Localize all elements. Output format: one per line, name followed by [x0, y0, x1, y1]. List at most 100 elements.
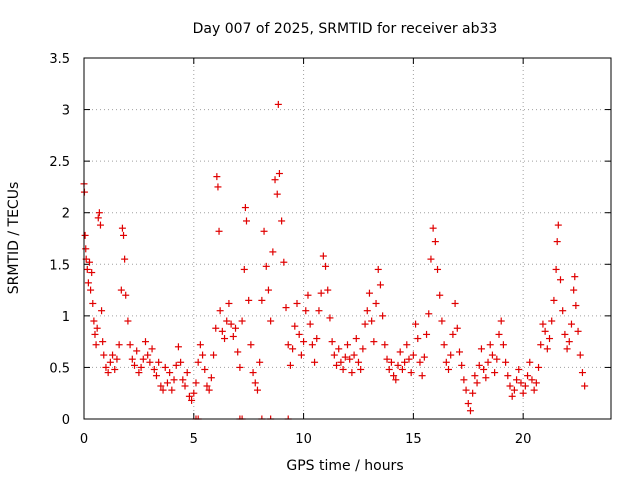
data-point	[571, 273, 579, 281]
data-point	[517, 379, 525, 387]
data-point	[420, 353, 428, 361]
data-point	[146, 358, 154, 366]
data-point	[92, 341, 100, 349]
data-point	[537, 341, 545, 349]
data-point	[565, 338, 573, 346]
data-point	[576, 351, 584, 359]
data-point	[440, 341, 448, 349]
data-point	[328, 338, 336, 346]
data-points	[80, 100, 589, 420]
data-point	[174, 343, 182, 351]
data-point	[210, 351, 218, 359]
data-point	[493, 355, 501, 363]
data-point	[346, 355, 354, 363]
data-point	[88, 269, 96, 277]
data-point	[423, 330, 431, 338]
data-point	[128, 355, 136, 363]
data-point	[148, 345, 156, 353]
data-point	[282, 304, 290, 312]
data-point	[324, 286, 332, 294]
data-point	[278, 217, 286, 225]
data-point	[207, 374, 215, 382]
data-point	[251, 379, 259, 387]
data-point	[315, 307, 323, 315]
data-point	[232, 324, 240, 332]
data-point	[556, 276, 564, 284]
data-point	[427, 255, 435, 263]
x-tick-label: 15	[405, 432, 422, 447]
data-point	[370, 338, 378, 346]
data-point	[578, 369, 586, 377]
data-point	[376, 281, 384, 289]
data-point	[258, 296, 266, 304]
data-point	[532, 379, 540, 387]
data-point	[311, 358, 319, 366]
data-point	[96, 221, 104, 229]
y-axis-label: SRMTID / TECUs	[6, 182, 22, 295]
data-point	[273, 190, 281, 198]
data-point	[401, 358, 409, 366]
x-tick-label: 20	[515, 432, 532, 447]
data-point	[482, 374, 490, 382]
data-point	[548, 317, 556, 325]
data-point	[409, 351, 417, 359]
data-point	[394, 361, 402, 369]
data-point	[337, 358, 345, 366]
x-tick-label: 5	[190, 432, 198, 447]
x-tick-label: 10	[295, 432, 312, 447]
y-tick-label: 0.5	[49, 361, 70, 376]
data-point	[122, 291, 130, 299]
data-point	[383, 355, 391, 363]
data-point	[159, 386, 167, 394]
data-point	[528, 376, 536, 384]
data-point	[205, 386, 213, 394]
data-point	[168, 386, 176, 394]
data-point	[462, 386, 470, 394]
data-point	[374, 265, 382, 273]
axis-ticks	[83, 57, 611, 420]
data-point	[425, 310, 433, 318]
data-point	[515, 365, 523, 373]
data-point	[559, 307, 567, 315]
data-point	[109, 351, 117, 359]
data-point	[359, 345, 367, 353]
data-point	[521, 382, 529, 390]
y-tick-labels: 0 0.5 1 1.5 2 2.5 3 3.5	[49, 52, 70, 428]
data-point	[141, 338, 149, 346]
y-tick-label: 1.5	[49, 258, 70, 273]
data-point	[466, 407, 474, 415]
data-point	[535, 363, 543, 371]
data-point	[365, 289, 373, 297]
data-point	[166, 369, 174, 377]
data-point	[416, 358, 424, 366]
data-point	[319, 252, 327, 260]
data-point	[121, 255, 129, 263]
data-point	[190, 389, 198, 397]
data-point	[519, 389, 527, 397]
data-point	[581, 382, 589, 390]
data-point	[100, 351, 108, 359]
data-point	[403, 341, 411, 349]
data-point	[488, 351, 496, 359]
data-point	[115, 341, 123, 349]
data-point	[418, 372, 426, 380]
data-point	[215, 227, 223, 235]
data-point	[234, 348, 242, 356]
data-point	[126, 341, 134, 349]
grid	[84, 58, 611, 419]
data-point	[131, 361, 139, 369]
y-tick-label: 1	[62, 310, 70, 325]
data-point	[106, 358, 114, 366]
data-point	[554, 221, 562, 229]
data-point	[502, 358, 510, 366]
data-point-zero	[258, 415, 266, 420]
data-point	[574, 327, 582, 335]
data-point	[308, 341, 316, 349]
data-point	[372, 299, 380, 307]
data-point	[87, 286, 95, 294]
data-point	[379, 312, 387, 320]
data-point	[317, 289, 325, 297]
data-point	[449, 330, 457, 338]
data-point	[111, 365, 119, 373]
